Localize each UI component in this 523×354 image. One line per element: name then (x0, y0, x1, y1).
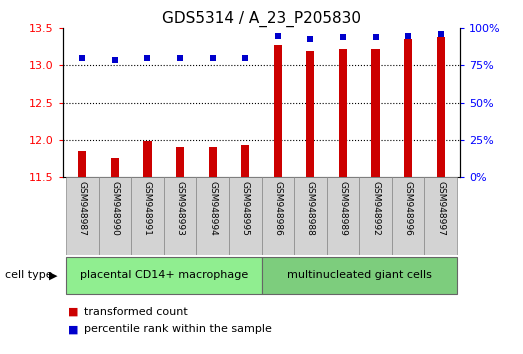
Point (143, 55, 152, 61)
Text: transformed count: transformed count (84, 307, 187, 316)
Point (241, 55, 249, 61)
Point (404, 33, 412, 39)
Point (274, 33, 282, 39)
Point (339, 34, 347, 40)
Text: ■: ■ (68, 307, 78, 316)
Text: GSM948993: GSM948993 (176, 181, 185, 236)
Bar (66, 177, 99, 255)
Text: GSM948989: GSM948989 (338, 181, 347, 236)
Text: GSM948987: GSM948987 (78, 181, 87, 236)
Title: GDS5314 / A_23_P205830: GDS5314 / A_23_P205830 (162, 11, 361, 27)
Bar (262, 257, 457, 293)
Point (209, 55, 217, 61)
Bar (327, 177, 359, 255)
Bar (404, 40, 412, 177)
Point (78, 55, 86, 61)
Bar (66, 257, 262, 293)
Bar (424, 177, 457, 255)
Point (371, 34, 380, 40)
Text: GSM948996: GSM948996 (404, 181, 413, 236)
Bar (274, 45, 282, 177)
Bar (262, 177, 294, 255)
Text: GSM948986: GSM948986 (274, 181, 282, 236)
Text: GSM948991: GSM948991 (143, 181, 152, 236)
Text: cell type: cell type (5, 270, 53, 280)
Text: GSM948988: GSM948988 (306, 181, 315, 236)
Bar (371, 49, 380, 177)
Bar (294, 177, 327, 255)
Bar (437, 37, 445, 177)
Bar (339, 49, 347, 177)
Point (437, 32, 445, 37)
Text: ■: ■ (68, 324, 78, 334)
Bar (164, 177, 196, 255)
Point (176, 55, 184, 61)
Text: GSM948997: GSM948997 (436, 181, 445, 236)
Bar (306, 51, 314, 177)
Bar (99, 177, 131, 255)
Bar (209, 147, 217, 177)
Bar (111, 159, 119, 177)
Point (111, 57, 119, 62)
Bar (143, 141, 152, 177)
Bar (131, 177, 164, 255)
Text: placental CD14+ macrophage: placental CD14+ macrophage (79, 270, 248, 280)
Bar (392, 177, 424, 255)
Point (306, 36, 314, 41)
Bar (78, 151, 86, 177)
Bar (229, 177, 262, 255)
Text: ▶: ▶ (49, 270, 58, 280)
Text: GSM948990: GSM948990 (110, 181, 119, 236)
Text: GSM948994: GSM948994 (208, 181, 217, 236)
Text: GSM948995: GSM948995 (241, 181, 249, 236)
Bar (196, 177, 229, 255)
Bar (359, 177, 392, 255)
Text: percentile rank within the sample: percentile rank within the sample (84, 324, 271, 334)
Bar (176, 147, 184, 177)
Bar (241, 145, 249, 177)
Text: multinucleated giant cells: multinucleated giant cells (287, 270, 431, 280)
Text: GSM948992: GSM948992 (371, 181, 380, 236)
